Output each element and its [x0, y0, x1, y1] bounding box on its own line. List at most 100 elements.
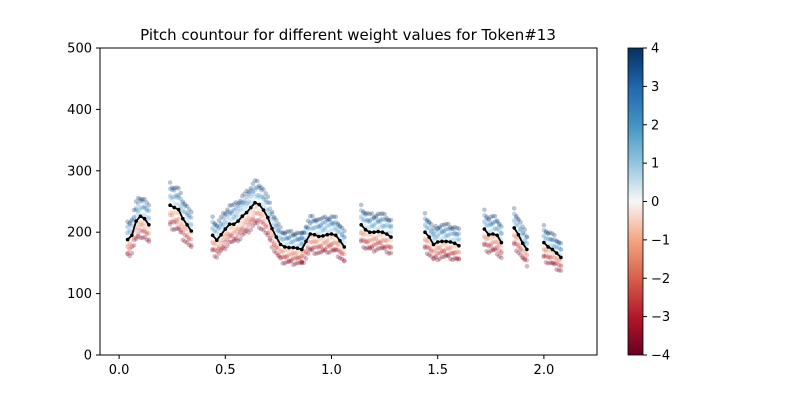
weighted-contour-point — [488, 221, 494, 227]
weighted-contour-point — [210, 219, 215, 225]
weighted-contour-point — [499, 243, 504, 249]
weighted-contour-point — [244, 217, 249, 222]
weighted-contour-point — [382, 212, 387, 217]
weighted-contour-point — [293, 237, 298, 243]
reference-contour-point — [189, 229, 194, 233]
weighted-contour-point — [492, 240, 498, 245]
weighted-contour-point — [293, 261, 298, 267]
weighted-contour-point — [448, 256, 453, 262]
weighted-contour-point — [373, 235, 379, 240]
reference-contour-point — [520, 241, 525, 246]
weighted-contour-point — [131, 207, 137, 213]
weighted-contour-point — [308, 220, 313, 225]
weighted-contour-point — [333, 214, 339, 220]
y-tick-label: 300 — [67, 164, 92, 179]
weighted-contour-point — [278, 225, 283, 230]
weighted-contour-point — [541, 254, 547, 259]
weighted-contour-point — [297, 260, 302, 266]
weighted-contour-point — [554, 261, 559, 266]
weighted-contour-point — [335, 254, 341, 259]
weighted-contour-point — [278, 229, 283, 235]
weighted-contour-point — [556, 258, 562, 263]
weighted-contour-point — [316, 225, 322, 230]
weighted-contour-point — [452, 251, 458, 256]
reference-contour-point — [210, 233, 215, 238]
weighted-contour-point — [358, 214, 364, 220]
weighted-contour-point — [514, 241, 519, 247]
weighted-contour-point — [220, 216, 226, 221]
weighted-contour-point — [246, 230, 251, 235]
weighted-contour-point — [558, 263, 564, 268]
weighted-contour-point — [443, 226, 449, 232]
weighted-contour-point — [303, 256, 309, 261]
weighted-contour-point — [325, 223, 330, 229]
weighted-contour-point — [284, 229, 290, 234]
weighted-contour-point — [182, 232, 188, 238]
weighted-contour-point — [133, 227, 139, 233]
weighted-contour-point — [380, 245, 385, 251]
weighted-contour-point — [237, 206, 243, 211]
weighted-contour-point — [214, 224, 220, 229]
weighted-contour-point — [246, 201, 251, 206]
reference-contour-point — [261, 208, 266, 212]
weighted-contour-point — [448, 231, 453, 236]
reference-contour-point — [283, 245, 287, 249]
weighted-contour-point — [316, 231, 322, 236]
reference-contour-point — [270, 226, 274, 231]
weighted-contour-point — [320, 228, 326, 234]
weighted-contour-point — [439, 229, 445, 234]
reference-contour-point — [448, 240, 453, 244]
weighted-contour-point — [322, 214, 328, 220]
weighted-contour-point — [233, 214, 239, 219]
reference-contour-point — [546, 245, 550, 249]
weighted-contour-point — [342, 258, 347, 263]
weighted-contour-point — [371, 249, 377, 254]
weighted-contour-point — [486, 244, 492, 249]
reference-contour-point — [329, 232, 334, 236]
weighted-contour-point — [233, 228, 239, 234]
weighted-contour-point — [431, 232, 436, 238]
weighted-contour-point — [452, 255, 458, 261]
weighted-contour-point — [524, 251, 530, 257]
weighted-contour-point — [223, 234, 228, 239]
weighted-contour-point — [284, 248, 290, 253]
reference-contour-point — [380, 230, 385, 234]
weighted-contour-point — [363, 238, 368, 243]
weighted-contour-point — [218, 227, 224, 233]
weighted-contour-point — [220, 245, 226, 250]
weighted-contour-point — [180, 199, 186, 205]
weighted-contour-point — [276, 228, 281, 234]
weighted-contour-point — [312, 225, 317, 230]
weighted-contour-point — [301, 260, 307, 266]
weighted-contour-point — [524, 257, 530, 263]
weighted-contour-point — [218, 248, 224, 253]
weighted-contour-point — [514, 236, 519, 241]
weighted-contour-point — [514, 221, 519, 227]
weighted-contour-point — [437, 231, 443, 236]
weighted-contour-point — [280, 260, 286, 266]
weighted-contour-point — [337, 223, 343, 229]
weighted-contour-point — [131, 235, 137, 241]
weighted-contour-point — [333, 227, 339, 232]
weighted-contour-point — [552, 243, 557, 249]
x-tick-label: 2.0 — [534, 363, 555, 378]
weighted-contour-point — [488, 248, 494, 254]
weighted-contour-point — [518, 227, 523, 233]
weighted-contour-point — [380, 216, 385, 222]
weighted-contour-point — [257, 211, 262, 216]
weighted-contour-point — [186, 215, 192, 220]
weighted-contour-point — [431, 249, 436, 255]
weighted-contour-point — [297, 231, 302, 236]
weighted-contour-point — [424, 226, 430, 231]
weighted-contour-point — [242, 206, 247, 212]
weighted-contour-point — [169, 185, 175, 191]
weighted-contour-point — [511, 233, 517, 239]
weighted-contour-point — [499, 230, 504, 236]
weighted-contour-point — [246, 191, 251, 197]
weighted-contour-point — [271, 221, 277, 226]
weighted-contour-point — [259, 226, 264, 232]
weighted-contour-point — [437, 256, 443, 262]
weighted-contour-point — [248, 186, 254, 191]
weighted-contour-point — [441, 228, 447, 233]
weighted-contour-point — [271, 216, 277, 221]
